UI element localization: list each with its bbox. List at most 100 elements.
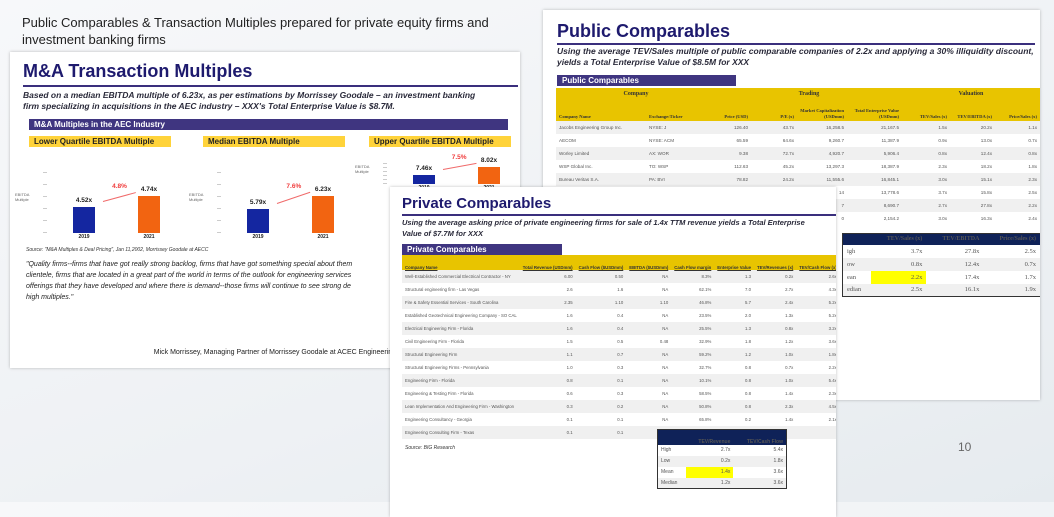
table-row: 0 2,154.2 3.0x 16.3x 2.4x	[556, 212, 1040, 225]
summary-cell: 27.8x	[964, 247, 980, 255]
y-tick	[217, 208, 221, 209]
table-cell: 2.0	[744, 313, 751, 318]
table-cell: 0.8	[714, 400, 754, 413]
table-cell: 1.3x	[785, 313, 794, 318]
bar-2019	[247, 209, 269, 233]
growth-arrow	[276, 192, 311, 205]
column-header: TEV/EBITDA (x)	[950, 100, 996, 121]
table-cell: AX: WOR	[646, 147, 717, 160]
private-source: Source: BIG Research	[405, 445, 456, 451]
table-cell: 64.6x	[782, 138, 795, 143]
table-cell: 0.3	[617, 391, 624, 396]
table-cell: 16,845.1	[847, 173, 903, 186]
table-row: Structural engineering firm - Las Vegas 2…	[402, 283, 836, 296]
table-row: Civil Engineering Firm - Florida 1.5 0.5 0.…	[402, 335, 836, 348]
chart-label: Upper Quartile EBITDA Multiple	[369, 136, 511, 147]
mna-subtitle: Based on a median EBITDA multiple of 6.2…	[23, 90, 476, 111]
table-cell: 0	[841, 216, 845, 221]
column-header: Market Capitalization (USDmm)	[797, 100, 848, 121]
y-tick	[383, 163, 387, 164]
summary-cell: Low	[657, 455, 687, 467]
table-cell: 0.8x	[995, 147, 1040, 160]
bar-value-label: 6.23x	[314, 186, 332, 194]
summary-cell: 0.2x	[686, 455, 734, 467]
column-header: Total Enterprise Value (USDmm)	[847, 100, 903, 121]
summary-cell: 3.7x	[910, 247, 923, 255]
table-cell: NA	[662, 313, 669, 318]
table-cell: Bureau Veritas S.A.	[556, 173, 646, 186]
summary-row: edian 2.5x 16.1x 1.9x	[842, 283, 1040, 297]
table-cell: 3.7x	[938, 190, 948, 195]
table-cell: 4.3x	[828, 287, 836, 292]
table-cell: 14	[838, 190, 845, 195]
y-axis-label: EBITDA Multiple	[189, 192, 204, 202]
table-cell: 25.5%	[671, 322, 715, 335]
column-header: Cash Flow margin	[671, 255, 715, 270]
table-cell: 0.1	[575, 426, 627, 439]
group-header: Trading	[716, 88, 903, 100]
column-header: EBITDA ($USDmm)	[626, 255, 672, 270]
table-row: WSP Global Inc. TO: WSP 112.63 45.2x 13,297.…	[556, 160, 1040, 173]
table-cell: 2.3x	[995, 173, 1040, 186]
y-tick	[383, 183, 387, 184]
summary-cell: 1.7x	[1024, 273, 1036, 281]
summary-cell: 5.4x	[773, 447, 783, 453]
y-tick	[43, 184, 47, 185]
table-cell: 5.7	[714, 296, 754, 309]
table-cell: 1.1	[519, 348, 576, 361]
mna-band: M&A Multiples in the AEC Industry	[29, 119, 508, 130]
table-cell: TO: WSP	[649, 164, 669, 169]
table-cell: 3.0x	[902, 173, 951, 186]
table-cell: NA	[662, 287, 669, 292]
table-cell: NA	[662, 365, 669, 370]
table-cell: 1.2	[714, 348, 754, 361]
table-cell: 10.1%	[671, 374, 715, 387]
bar-value-label: 4.52x	[75, 197, 93, 204]
summary-cell: igh	[847, 247, 856, 255]
column-header: P/E (x)	[751, 100, 798, 121]
table-cell: 27.8x	[950, 199, 996, 212]
table-cell: 0.8	[714, 374, 754, 387]
table-cell: 3.2x	[796, 322, 836, 335]
table-cell: 1.0x	[753, 348, 797, 361]
summary-row: igh 3.7x 27.8x 2.5x	[843, 245, 1041, 258]
private-comparables-table: Company Name Total Revenue (USDmm) Cash Fl…	[402, 255, 836, 439]
table-row: Established Geotechnical Engineering Com…	[402, 309, 836, 322]
column-header: TEV/Revenues (x)	[753, 255, 797, 270]
table-cell: 1.5	[566, 339, 573, 344]
ebitda-bar-chart: 5.79x 2019 6.23x 2021 7.6%	[217, 156, 357, 251]
x-tick-label: 2021	[143, 234, 155, 240]
table-cell: 50.8%	[671, 400, 715, 413]
table-cell: 13.0x	[980, 138, 993, 143]
table-cell: 1.3	[714, 270, 754, 283]
x-tick-label: 2019	[78, 234, 90, 240]
table-cell: NA	[662, 391, 669, 396]
table-cell: 0.8	[744, 365, 751, 370]
growth-percent: 4.8%	[112, 183, 127, 190]
table-row: Bureau Veritas S.A. PA: BVI 78.82 24.2x 11,5…	[556, 173, 1040, 186]
quote-line: "Quality firms--firms that have got real…	[26, 261, 353, 268]
summary-cell: edian	[842, 283, 872, 297]
table-cell: Well-Established Commercial Electrical C…	[402, 270, 520, 283]
table-cell: 16.3x	[980, 216, 993, 221]
table-cell: Engineering & Testing Firm - Florida	[405, 391, 474, 396]
summary-header: TEV/Sales (x)	[871, 233, 927, 245]
summary-cell: 16.1x	[926, 283, 984, 297]
table-row: Structural Engineering Firm 1.1 0.7 NA 59.2%…	[402, 348, 836, 361]
table-cell: 2.5x	[1028, 190, 1038, 195]
table-cell: 12.4x	[950, 147, 996, 160]
private-subtitle: Using the average asking price of privat…	[402, 218, 805, 238]
column-header: TEV/Sales (x)	[902, 100, 951, 121]
quote-line: high multiples."	[26, 294, 74, 301]
table-cell: 1.10	[626, 296, 672, 309]
bar-2021	[138, 196, 160, 233]
table-cell: 0.7x	[785, 365, 794, 370]
table-cell: 32.7%	[699, 365, 712, 370]
table-cell: 4.5x	[796, 400, 836, 413]
summary-cell: 2.5x	[871, 283, 927, 297]
summary-header-row: TEV/Revenue TEV/Cash Flow	[657, 429, 787, 445]
table-cell: 5.4x	[796, 374, 836, 387]
table-cell: Engineering Consulting Firm - Texas	[402, 426, 520, 439]
table-cell: NA	[626, 400, 672, 413]
table-cell: 24.2x	[751, 173, 798, 186]
